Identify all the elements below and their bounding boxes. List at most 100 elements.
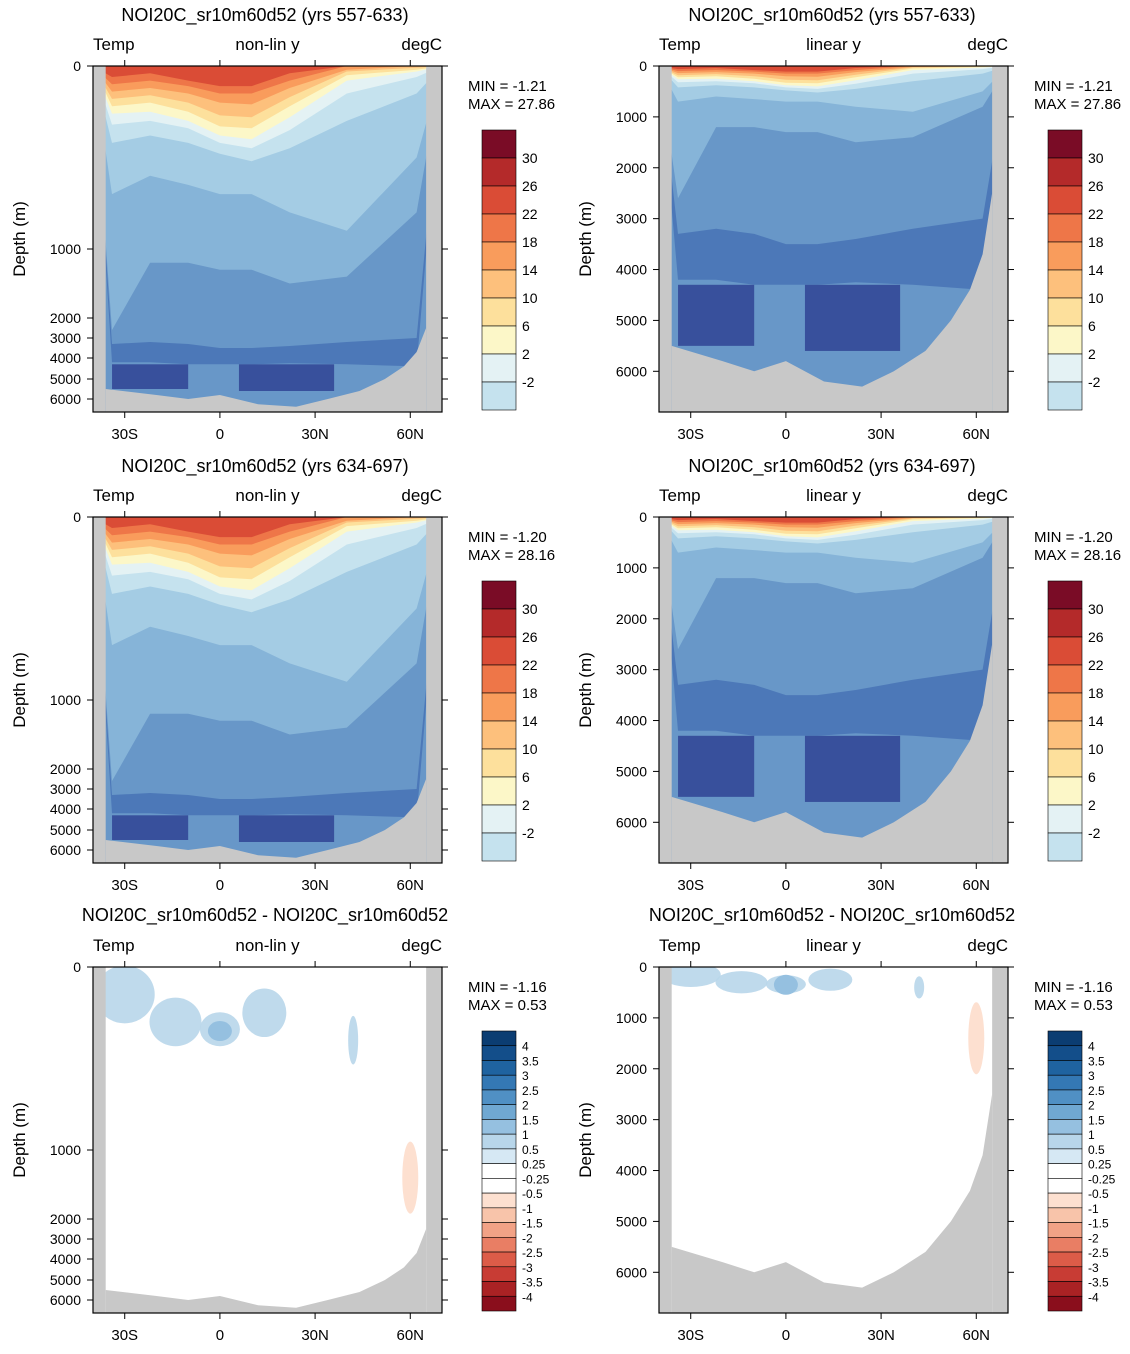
min-label-4: MIN = -1.16 (468, 979, 547, 996)
colorbar-cell-4-8 (481, 1148, 517, 1164)
colorbar-label-1-7: 2 (1088, 346, 1096, 362)
land-north-4 (426, 967, 442, 1313)
colorbar-cell-5-5 (1047, 1104, 1083, 1120)
colorbar-cell-2-6 (481, 748, 517, 778)
colorbar-cell-5-15 (1047, 1251, 1083, 1268)
y-tick-label-0-4: 4000 (50, 350, 81, 366)
x-tick-label-4-3: 60N (397, 1327, 425, 1344)
y-tick-label-3-2: 2000 (616, 611, 647, 627)
colorbar-label-2-4: 14 (522, 713, 538, 729)
land-mask-2 (93, 517, 442, 863)
land-south-1 (659, 66, 672, 412)
x-tick-label-2-2: 30N (301, 877, 329, 894)
x-tick-label-0-1: 0 (216, 426, 224, 443)
land-north-0 (426, 66, 442, 412)
negative-anomaly-0 (94, 967, 155, 1024)
y-tick-label-0-2: 2000 (50, 310, 81, 326)
x-tick-label-3-1: 0 (782, 877, 790, 894)
colorbar-cell-4-15 (481, 1251, 517, 1268)
colorbar-label-3-8: -2 (1088, 825, 1101, 841)
colorbar-cell-3-7 (1047, 776, 1083, 806)
units-label-1: degC (967, 35, 1008, 54)
colorbar-label-4-9: -0.25 (522, 1172, 550, 1186)
colorbar-label-5-6: 1 (1088, 1128, 1095, 1142)
negative-anomaly-0 (660, 967, 721, 987)
difference-field-4 (93, 967, 442, 1313)
min-label-0: MIN = -1.21 (468, 78, 547, 95)
colorbar-cell-0-2 (481, 185, 517, 215)
colorbar-cell-3-8 (1047, 804, 1083, 834)
colorbar-cell-1-1 (1047, 157, 1083, 187)
min-label-3: MIN = -1.20 (1034, 529, 1113, 546)
colorbar-label-5-2: 3 (1088, 1069, 1095, 1083)
positive-anomaly (402, 1141, 419, 1214)
y-tick-label-2-5: 5000 (50, 822, 81, 838)
colorbar-cell-4-10 (481, 1178, 517, 1194)
max-label-0: MAX = 27.86 (468, 96, 555, 113)
colorbar-label-4-8: 0.25 (522, 1158, 546, 1172)
colorbar-cell-3-5 (1047, 720, 1083, 750)
y-tick-label-4-5: 5000 (50, 1272, 81, 1288)
yscale-label-1: linear y (806, 35, 861, 54)
variable-label-1: Temp (659, 35, 701, 54)
y-tick-label-4-6: 6000 (50, 1292, 81, 1308)
colorbar-cell-4-1 (481, 1045, 517, 1061)
x-tick-label-2-3: 60N (397, 877, 425, 894)
colorbar-label-5-16: -3.5 (1088, 1276, 1109, 1290)
x-tick-label-0-0: 30S (111, 426, 138, 443)
colorbar-label-4-16: -3.5 (522, 1276, 543, 1290)
colorbar-label-0-5: 10 (522, 290, 538, 306)
abyssal-water-0 (112, 364, 189, 389)
seafloor-3 (671, 644, 993, 863)
colorbar-cell-4-7 (481, 1133, 517, 1150)
colorbar-cell-2-0 (481, 580, 517, 610)
x-tick-label-3-2: 30N (867, 877, 895, 894)
colorbar-cell-0-7 (481, 325, 517, 355)
x-tick-label-4-2: 30N (301, 1327, 329, 1344)
y-tick-label-3-3: 3000 (616, 662, 647, 678)
colorbar-cell-4-5 (481, 1104, 517, 1120)
colorbar-cell-0-4 (481, 241, 517, 271)
temperature-field-3 (659, 517, 1008, 863)
colorbar-label-4-7: 0.5 (522, 1143, 539, 1157)
colorbar-label-1-1: 26 (1088, 178, 1104, 194)
y-tick-label-3-1: 1000 (616, 560, 647, 576)
y-tick-label-5-5: 5000 (616, 1213, 647, 1229)
temperature-field-2 (93, 517, 442, 863)
isotherm-band-11 (659, 517, 1008, 523)
colorbar-label-4-10: -0.5 (522, 1187, 543, 1201)
min-label-5: MIN = -1.16 (1034, 979, 1113, 996)
isotherm-band-11 (93, 66, 442, 87)
y-tick-label-4-1: 1000 (50, 1142, 81, 1158)
y-tick-label-4-3: 3000 (50, 1231, 81, 1247)
negative-core (773, 974, 798, 995)
colorbar-cell-5-1 (1047, 1045, 1083, 1061)
y-tick-label-1-4: 4000 (616, 262, 647, 278)
units-label-4: degC (401, 936, 442, 955)
min-label-2: MIN = -1.20 (468, 529, 547, 546)
colorbar-cell-4-9 (481, 1163, 517, 1179)
colorbar-label-5-13: -2 (1088, 1231, 1099, 1245)
colorbar-cell-1-5 (1047, 269, 1083, 299)
panel-title-0: NOI20C_sr10m60d52 (yrs 557-633) (121, 5, 408, 26)
panel-title-1: NOI20C_sr10m60d52 (yrs 557-633) (688, 5, 975, 26)
colorbar-label-0-0: 30 (522, 150, 538, 166)
land-north-3 (992, 517, 1008, 863)
y-tick-label-3-0: 0 (639, 509, 647, 525)
plot-frame-4 (92, 966, 443, 1314)
colorbar-cell-5-0 (1047, 1030, 1083, 1047)
colorbar-label-4-3: 2.5 (522, 1084, 539, 1098)
units-label-3: degC (967, 486, 1008, 505)
colorbar-cell-5-13 (1047, 1222, 1083, 1238)
colorbar-label-1-8: -2 (1088, 374, 1101, 390)
land-mask-5 (659, 967, 1008, 1313)
temperature-field-0 (93, 66, 442, 412)
yscale-label-3: linear y (806, 486, 861, 505)
negative-anomaly-1 (715, 971, 768, 994)
y-tick-label-5-1: 1000 (616, 1010, 647, 1026)
colorbar-cell-5-9 (1047, 1163, 1083, 1179)
negative-core (207, 1021, 232, 1042)
colorbar-cell-3-3 (1047, 664, 1083, 694)
colorbar-label-2-2: 22 (522, 657, 538, 673)
colorbar-label-5-17: -4 (1088, 1290, 1099, 1304)
